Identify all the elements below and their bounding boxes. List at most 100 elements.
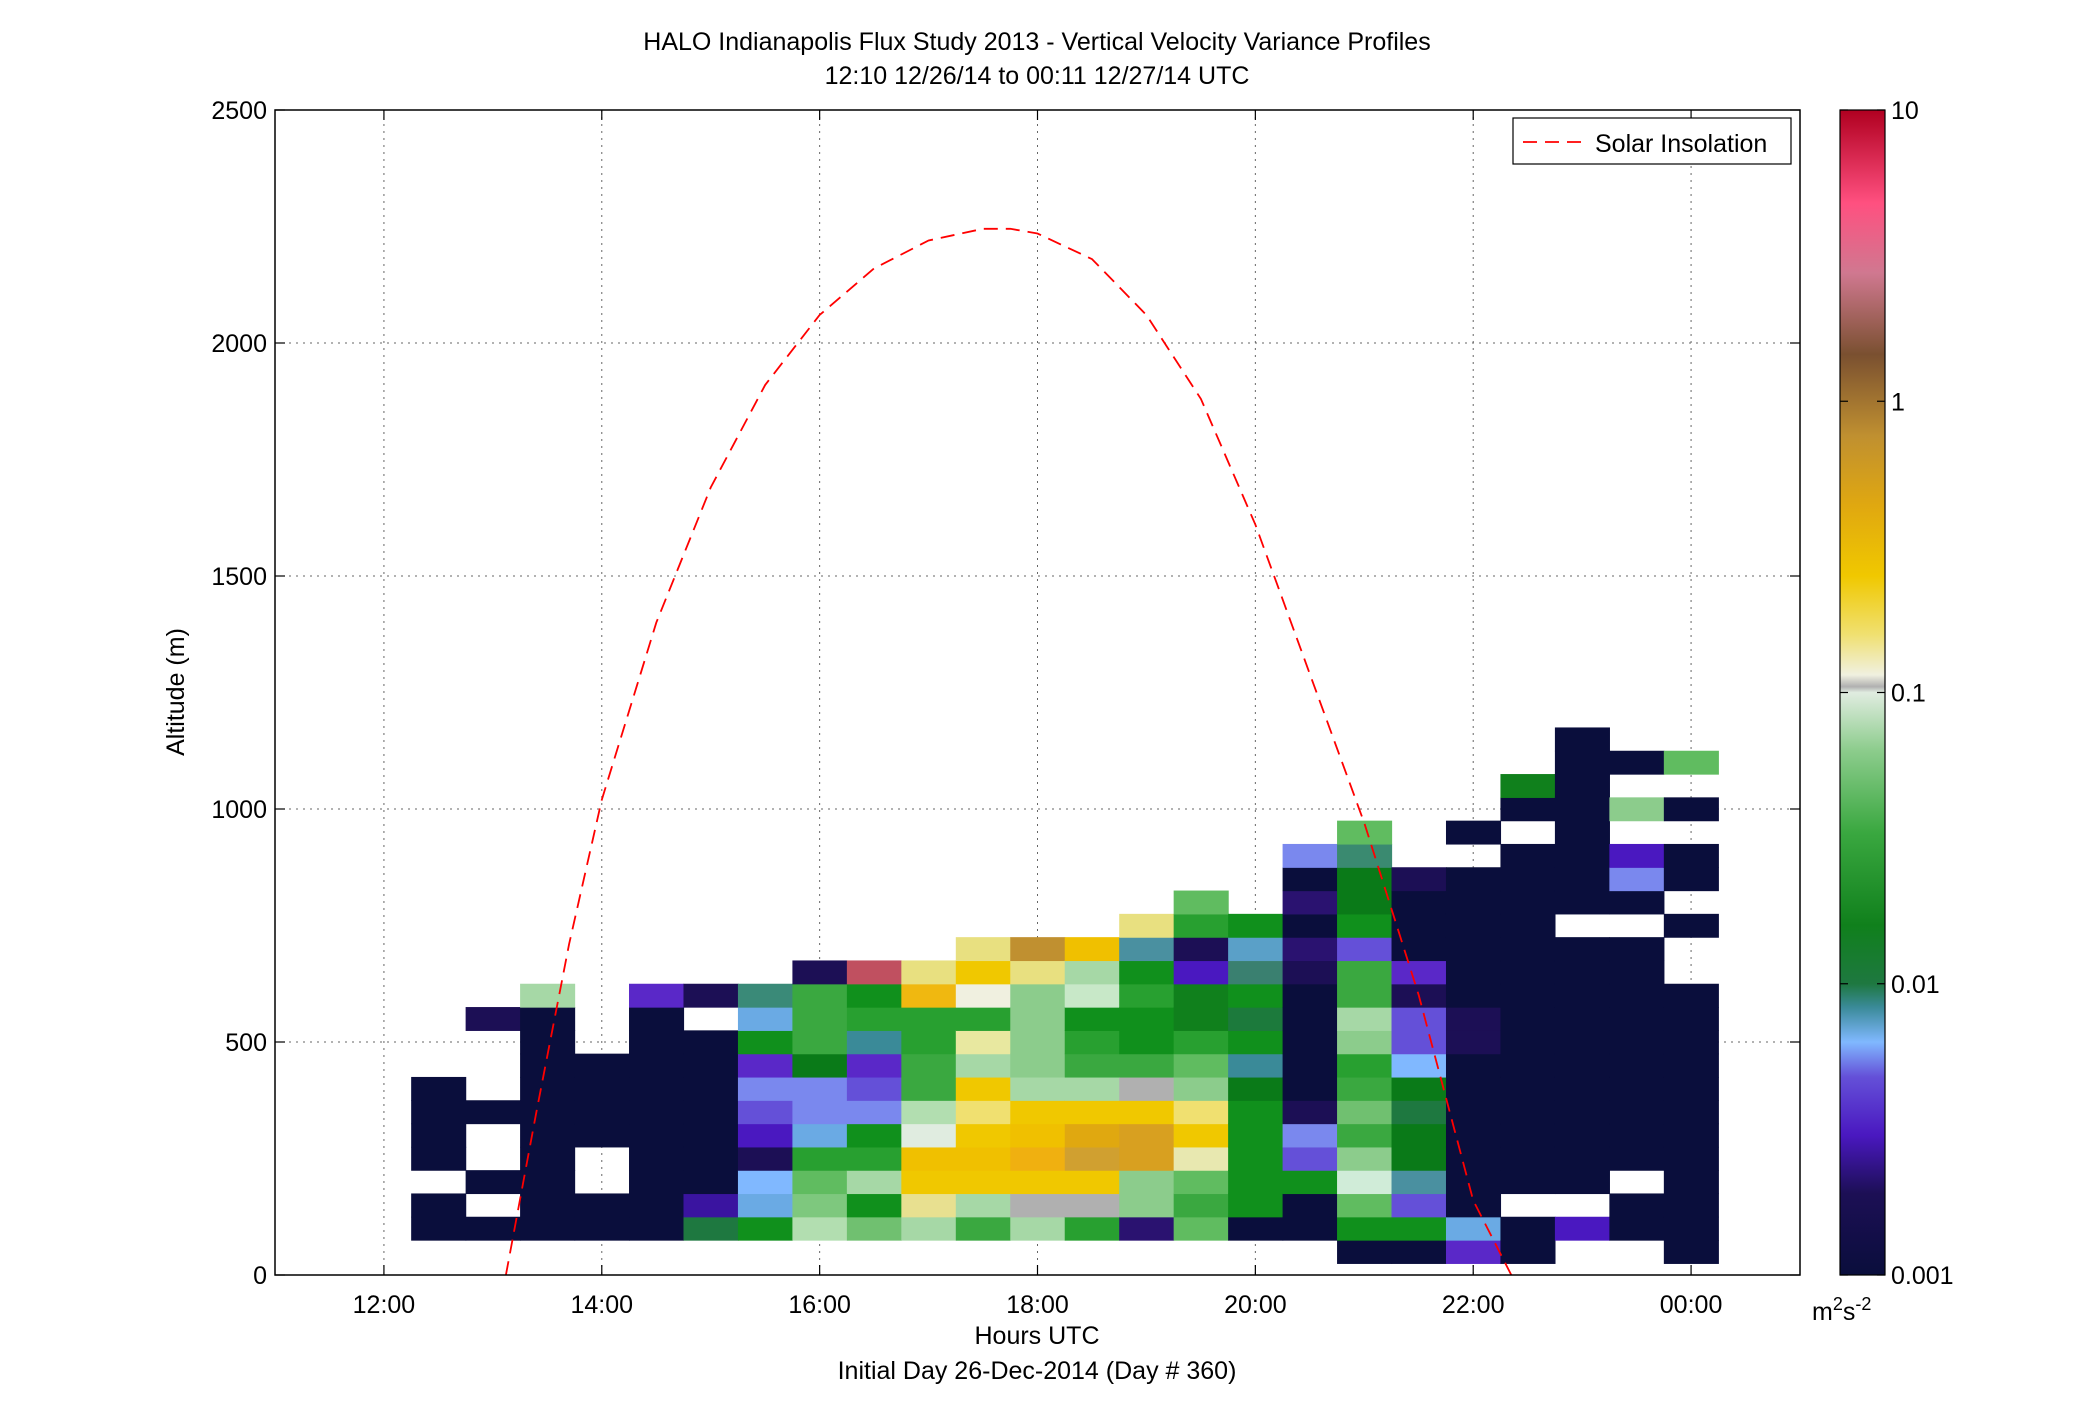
- heatmap-cell-12-6: [1064, 1076, 1120, 1101]
- heatmap-cell-11-1: [1010, 1193, 1066, 1218]
- heatmap-cell-21-18: [1554, 750, 1610, 775]
- heatmap-cell-22-16: [1609, 750, 1665, 775]
- colorbar-unit-sup2: -2: [1855, 1294, 1871, 1314]
- heatmap-cell-12-11: [1064, 960, 1120, 985]
- heatmap-cell-8-0: [846, 1216, 902, 1241]
- colorbar-unit-mid: s: [1843, 1298, 1856, 1326]
- heatmap-cell-17-8: [1337, 1053, 1393, 1078]
- heatmap-cell-5-9: [683, 983, 739, 1008]
- heatmap-cell-7-3: [792, 1146, 848, 1171]
- heatmap-cell-18-12: [1391, 960, 1447, 985]
- heatmap-cell-12-2: [1064, 1170, 1120, 1195]
- y-tick-label-0: 0: [253, 1262, 267, 1290]
- heatmap-cell-15-12: [1228, 937, 1284, 962]
- heatmap-cell-21-16: [1554, 797, 1610, 822]
- heatmap-cell-5-1: [683, 1193, 739, 1218]
- heatmap-cell-16-5: [1282, 1100, 1338, 1125]
- heatmap-cell-18-13: [1391, 937, 1447, 962]
- heatmap-cell-10-4: [955, 1123, 1011, 1148]
- x-tick-label-1: 14:00: [571, 1291, 634, 1319]
- heatmap-cell-8-4: [846, 1123, 902, 1148]
- heatmap-cell-0-3: [411, 1123, 467, 1148]
- heatmap-cell-13-2: [1119, 1170, 1175, 1195]
- colorbar-tick-label-3: 1: [1891, 388, 1905, 416]
- heatmap-cell-22-3: [1609, 1123, 1665, 1148]
- solar-insolation-curve: [505, 227, 1513, 1275]
- colorbar-tick-label-0: 0.001: [1891, 1262, 1954, 1290]
- x-tick-label-2: 16:00: [788, 1291, 851, 1319]
- heatmap-cell-16-10: [1282, 983, 1338, 1008]
- heatmap-cell-21-2: [1554, 1146, 1610, 1171]
- heatmap-cell-21-15: [1554, 820, 1610, 845]
- heatmap-cell-16-6: [1282, 1076, 1338, 1101]
- heatmap-cell-20-1: [1500, 1216, 1556, 1241]
- heatmap-cell-4-2: [629, 1170, 685, 1195]
- heatmap-cell-16-7: [1282, 1053, 1338, 1078]
- heatmap-cell-1-2: [465, 1100, 521, 1125]
- colorbar-unit-sup1: 2: [1833, 1294, 1843, 1314]
- y-tick-label-1: 500: [225, 1029, 267, 1057]
- heatmap-cell-10-12: [955, 937, 1011, 962]
- heatmap-cell-8-9: [846, 1007, 902, 1031]
- heatmap-cell-11-9: [1010, 1007, 1066, 1031]
- heatmap-cell-7-4: [792, 1123, 848, 1148]
- x-axis-label-secondary: Initial Day 26-Dec-2014 (Day # 360): [838, 1357, 1237, 1385]
- heatmap-cell-7-11: [792, 960, 848, 985]
- heatmap-cell-12-0: [1064, 1216, 1120, 1241]
- colorbar-ticks: 0.001 0.01 0.1 1 10: [1840, 97, 1954, 1290]
- heatmap-cell-15-2: [1228, 1170, 1284, 1195]
- heatmap-cell-18-10: [1391, 1007, 1447, 1031]
- heatmap-cell-3-5: [574, 1053, 630, 1078]
- heatmap-cell-4-9: [629, 1007, 685, 1031]
- colorbar-tick-label-1: 0.01: [1891, 971, 1940, 999]
- heatmap-cell-16-8: [1282, 1030, 1338, 1055]
- heatmap-cell-22-8: [1609, 1007, 1665, 1031]
- heatmap-cell-18-16: [1391, 867, 1447, 892]
- heatmap-cell-4-10: [629, 983, 685, 1008]
- heatmap-cell-14-5: [1173, 1100, 1229, 1125]
- heatmap-cell-15-0: [1228, 1216, 1284, 1241]
- heatmap-cell-17-9: [1337, 1030, 1393, 1055]
- heatmap-cell-14-14: [1173, 890, 1229, 915]
- heatmap-cell-20-13: [1500, 913, 1556, 938]
- heatmap-cell-18-1: [1391, 1216, 1447, 1241]
- heatmap-cell-19-4: [1445, 1146, 1502, 1171]
- heatmap-cell-16-0: [1282, 1216, 1338, 1241]
- heatmap-cell-18-14: [1391, 913, 1447, 938]
- heatmap-cell-21-17: [1554, 774, 1610, 798]
- x-axis-label: Hours UTC: [974, 1322, 1099, 1350]
- heatmap-cell-20-18: [1500, 774, 1556, 798]
- heatmap-cell-2-8: [520, 1030, 576, 1055]
- heatmap-cell-22-11: [1609, 937, 1665, 962]
- heatmap-cell-4-3: [629, 1146, 685, 1171]
- heatmap-cell-19-9: [1445, 1030, 1502, 1055]
- heatmap-cell-14-2: [1173, 1170, 1229, 1195]
- heatmap-cell-9-2: [901, 1170, 957, 1195]
- heatmap-cell-22-2: [1609, 1146, 1665, 1171]
- heatmap-cell-8-11: [846, 960, 902, 985]
- y-tick-label-4: 2000: [211, 330, 267, 358]
- heatmap-cell-2-10: [520, 983, 576, 1008]
- heatmap-cell-0-2: [411, 1146, 467, 1171]
- heatmap-cell-17-5: [1337, 1123, 1393, 1148]
- heatmap-cell-6-9: [737, 1007, 794, 1031]
- heatmap-cell-23-3: [1663, 1170, 1719, 1195]
- heatmap-cell-9-7: [901, 1053, 957, 1078]
- heatmap-cell-23-2: [1663, 1193, 1719, 1218]
- heatmap-cell-11-11: [1010, 960, 1066, 985]
- heatmap-cell-23-1: [1663, 1216, 1719, 1241]
- x-tick-label-4: 20:00: [1224, 1291, 1287, 1319]
- heatmap-cell-8-8: [846, 1030, 902, 1055]
- heatmap-cell-9-1: [901, 1193, 957, 1218]
- heatmap-cell-14-0: [1173, 1216, 1229, 1241]
- heatmap-cell-17-3: [1337, 1170, 1393, 1195]
- heatmap-cell-19-0: [1445, 1240, 1502, 1264]
- heatmap-cell-5-8: [683, 1030, 739, 1055]
- heatmap-cell-13-5: [1119, 1100, 1175, 1125]
- heatmap-cell-6-4: [737, 1123, 794, 1148]
- heatmap-cell-16-15: [1282, 867, 1338, 892]
- heatmap-cell-2-3: [520, 1146, 576, 1171]
- heatmap-cell-0-0: [411, 1216, 467, 1241]
- colorbar: 0.001 0.01 0.1 1 10 m2s-2: [1812, 97, 1954, 1326]
